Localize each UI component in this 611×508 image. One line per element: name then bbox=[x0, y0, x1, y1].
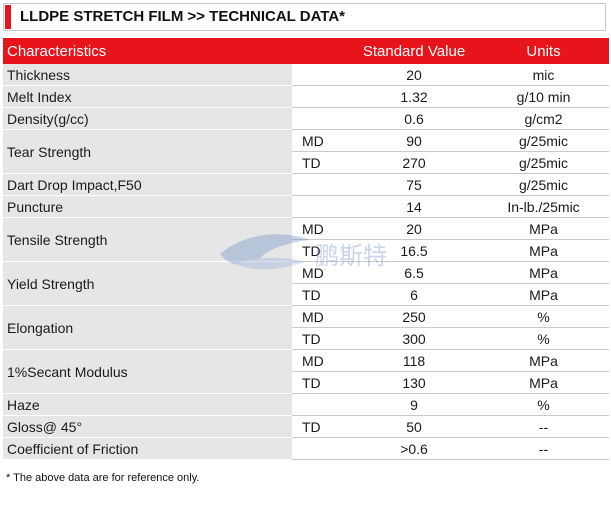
direction-cell bbox=[292, 64, 351, 86]
characteristic-name: 1%Secant Modulus bbox=[3, 349, 292, 394]
standard-value: 6.5 bbox=[350, 261, 479, 284]
direction-label: TD bbox=[292, 239, 351, 262]
table-row-elongation-md: Elongation MD 250 % bbox=[3, 305, 610, 350]
table-row-tear-strength-td: TD 270 g/25mic bbox=[3, 151, 610, 174]
characteristic-name: Coefficient of Friction bbox=[3, 437, 292, 460]
characteristic-name: Density(g/cc) bbox=[3, 107, 292, 130]
standard-value: 9 bbox=[350, 393, 479, 416]
standard-value: 20 bbox=[350, 217, 479, 240]
unit-value: In-lb./25mic bbox=[478, 195, 610, 218]
unit-value: g/25mic bbox=[478, 129, 610, 152]
direction-label: TD bbox=[292, 371, 351, 394]
table-row-yield-strength-td: TD 6 MPa bbox=[3, 283, 610, 306]
table-row-melt-index: Melt Index 1.32 g/10 min bbox=[3, 85, 610, 108]
table-row-haze: Haze 9 % bbox=[3, 393, 610, 416]
characteristic-name: Tear Strength bbox=[3, 129, 292, 174]
characteristic-name: Elongation bbox=[3, 305, 292, 350]
unit-value: MPa bbox=[478, 371, 610, 394]
table-row-puncture: Puncture 14 In-lb./25mic bbox=[3, 195, 610, 218]
table-row-density: Density(g/cc) 0.6 g/cm2 bbox=[3, 107, 610, 130]
table-row-coefficient-of-friction: Coefficient of Friction >0.6 -- bbox=[3, 437, 610, 460]
unit-value: % bbox=[478, 393, 610, 416]
unit-value: g/25mic bbox=[478, 173, 610, 196]
direction-label: TD bbox=[292, 415, 351, 438]
direction-cell bbox=[292, 393, 351, 416]
standard-value: 20 bbox=[350, 64, 479, 86]
characteristic-name: Gloss@ 45° bbox=[3, 415, 292, 438]
direction-cell bbox=[292, 195, 351, 218]
table-header-row: Characteristics Standard Value Units bbox=[3, 38, 610, 64]
unit-value: MPa bbox=[478, 239, 610, 262]
table-row-secant-modulus-td: TD 130 MPa bbox=[3, 371, 610, 394]
characteristic-name: Yield Strength bbox=[3, 261, 292, 306]
unit-value: MPa bbox=[478, 349, 610, 372]
characteristic-name: Melt Index bbox=[3, 85, 292, 108]
direction-label: MD bbox=[292, 305, 351, 328]
table-row-dart-drop: Dart Drop Impact,F50 75 g/25mic bbox=[3, 173, 610, 196]
direction-label: MD bbox=[292, 129, 351, 152]
footnote: * The above data are for reference only. bbox=[6, 472, 200, 484]
table-row-tensile-strength-md: Tensile Strength MD 20 MPa bbox=[3, 217, 610, 262]
unit-value: MPa bbox=[478, 261, 610, 284]
direction-cell bbox=[292, 173, 351, 196]
standard-value: 270 bbox=[350, 151, 479, 174]
direction-label: TD bbox=[292, 283, 351, 306]
standard-value: 50 bbox=[350, 415, 479, 438]
direction-label: TD bbox=[292, 327, 351, 350]
standard-value: 16.5 bbox=[350, 239, 479, 262]
table-row-tear-strength-md: Tear Strength MD 90 g/25mic bbox=[3, 129, 610, 174]
standard-value: 130 bbox=[350, 371, 479, 394]
header-characteristics: Characteristics bbox=[3, 38, 351, 64]
unit-value: g/cm2 bbox=[478, 107, 610, 130]
technical-data-table: Characteristics Standard Value Units Thi… bbox=[3, 38, 610, 460]
header-units: Units bbox=[478, 38, 610, 64]
direction-cell bbox=[292, 437, 351, 460]
table-row-elongation-td: TD 300 % bbox=[3, 327, 610, 350]
standard-value: 250 bbox=[350, 305, 479, 328]
standard-value: >0.6 bbox=[350, 437, 479, 460]
direction-label: MD bbox=[292, 261, 351, 284]
standard-value: 14 bbox=[350, 195, 479, 218]
title-bar: LLDPE STRETCH FILM >> TECHNICAL DATA* bbox=[3, 3, 606, 31]
unit-value: % bbox=[478, 327, 610, 350]
unit-value: -- bbox=[478, 415, 610, 438]
standard-value: 75 bbox=[350, 173, 479, 196]
unit-value: % bbox=[478, 305, 610, 328]
title-accent-bar bbox=[5, 5, 11, 29]
table-row-tensile-strength-td: TD 16.5 MPa bbox=[3, 239, 610, 262]
direction-label: MD bbox=[292, 349, 351, 372]
unit-value: g/25mic bbox=[478, 151, 610, 174]
characteristic-name: Thickness bbox=[3, 64, 292, 86]
characteristic-name: Tensile Strength bbox=[3, 217, 292, 262]
standard-value: 118 bbox=[350, 349, 479, 372]
characteristic-name: Dart Drop Impact,F50 bbox=[3, 173, 292, 196]
standard-value: 0.6 bbox=[350, 107, 479, 130]
direction-label: MD bbox=[292, 217, 351, 240]
standard-value: 6 bbox=[350, 283, 479, 306]
unit-value: g/10 min bbox=[478, 85, 610, 108]
direction-cell bbox=[292, 107, 351, 130]
page-title: LLDPE STRETCH FILM >> TECHNICAL DATA* bbox=[20, 8, 346, 25]
direction-cell bbox=[292, 85, 351, 108]
characteristic-name: Haze bbox=[3, 393, 292, 416]
header-standard-value: Standard Value bbox=[350, 38, 479, 64]
unit-value: MPa bbox=[478, 217, 610, 240]
standard-value: 300 bbox=[350, 327, 479, 350]
table-row-yield-strength-md: Yield Strength MD 6.5 MPa bbox=[3, 261, 610, 306]
unit-value: -- bbox=[478, 437, 610, 460]
table-row-secant-modulus-md: 1%Secant Modulus MD 118 MPa bbox=[3, 349, 610, 394]
unit-value: MPa bbox=[478, 283, 610, 306]
standard-value: 1.32 bbox=[350, 85, 479, 108]
characteristic-name: Puncture bbox=[3, 195, 292, 218]
table-row-thickness: Thickness 20 mic bbox=[3, 64, 610, 86]
direction-label: TD bbox=[292, 151, 351, 174]
unit-value: mic bbox=[478, 64, 610, 86]
standard-value: 90 bbox=[350, 129, 479, 152]
table-row-gloss: Gloss@ 45° TD 50 -- bbox=[3, 415, 610, 438]
